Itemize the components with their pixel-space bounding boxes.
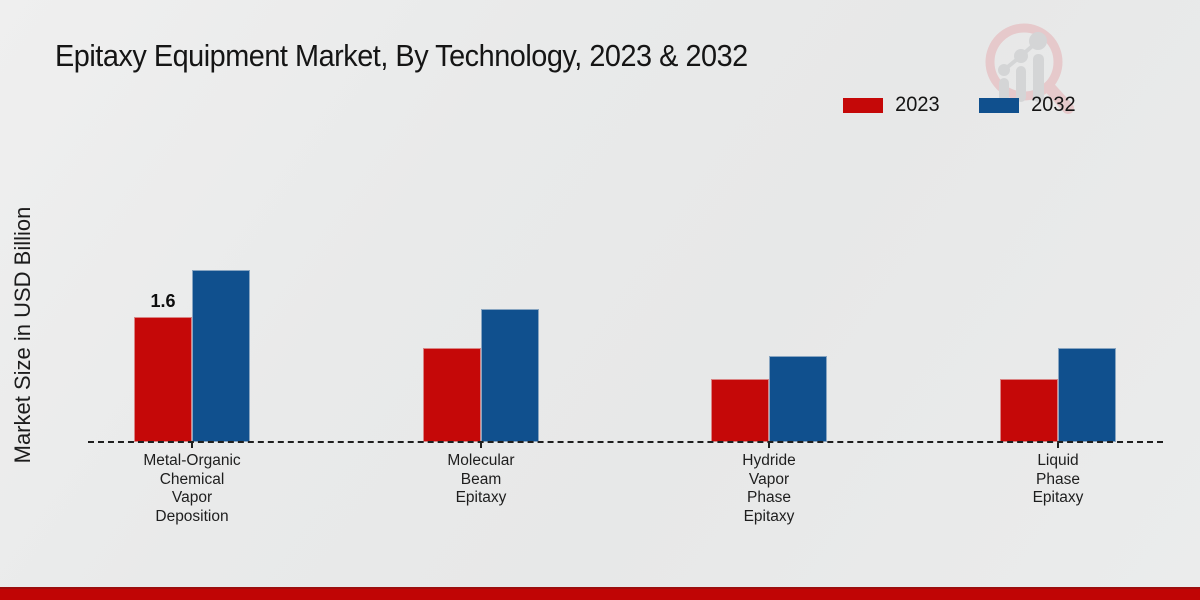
bar-2032-category-1 <box>192 270 250 442</box>
bar-value-label: 1.6 <box>150 291 176 311</box>
x-axis-tick <box>1057 443 1059 448</box>
category-label-3: Hydride Vapor Phase Epitaxy <box>742 452 796 525</box>
category-label-4: Liquid Phase Epitaxy <box>1032 452 1084 506</box>
x-axis-baseline <box>88 441 1163 443</box>
bar-2023-category-4 <box>1000 379 1058 442</box>
legend: 2023 2032 <box>843 93 1076 117</box>
legend-swatch-2023 <box>843 97 883 113</box>
bar-2023-category-1 <box>134 317 192 442</box>
chart-title: Epitaxy Equipment Market, By Technology,… <box>55 38 748 73</box>
bar-2023-category-2 <box>423 348 481 442</box>
bar-2032-category-4 <box>1058 348 1116 442</box>
legend-label-2032: 2032 <box>1030 93 1076 116</box>
market-research-watermark-logo <box>975 16 1087 123</box>
legend-label-2023: 2023 <box>895 93 940 116</box>
bar-2032-category-3 <box>769 356 827 442</box>
y-axis-label: Market Size in USD Billion <box>10 206 35 464</box>
category-label-1: Metal-Organic Chemical Vapor Deposition <box>143 452 241 525</box>
bar-2023-category-3 <box>711 379 769 442</box>
legend-item-2032: 2032 <box>978 93 1077 117</box>
category-label-2: Molecular Beam Epitaxy <box>447 452 515 506</box>
legend-item-2023: 2023 <box>843 93 941 117</box>
x-axis-tick <box>768 443 770 448</box>
legend-swatch-2032 <box>978 97 1019 113</box>
x-axis-tick <box>480 443 482 448</box>
bar-2032-category-2 <box>481 309 539 442</box>
magnifier-bar-chart-icon <box>985 23 1074 114</box>
footer-red-strip <box>0 587 1200 600</box>
x-axis-tick <box>191 443 193 448</box>
